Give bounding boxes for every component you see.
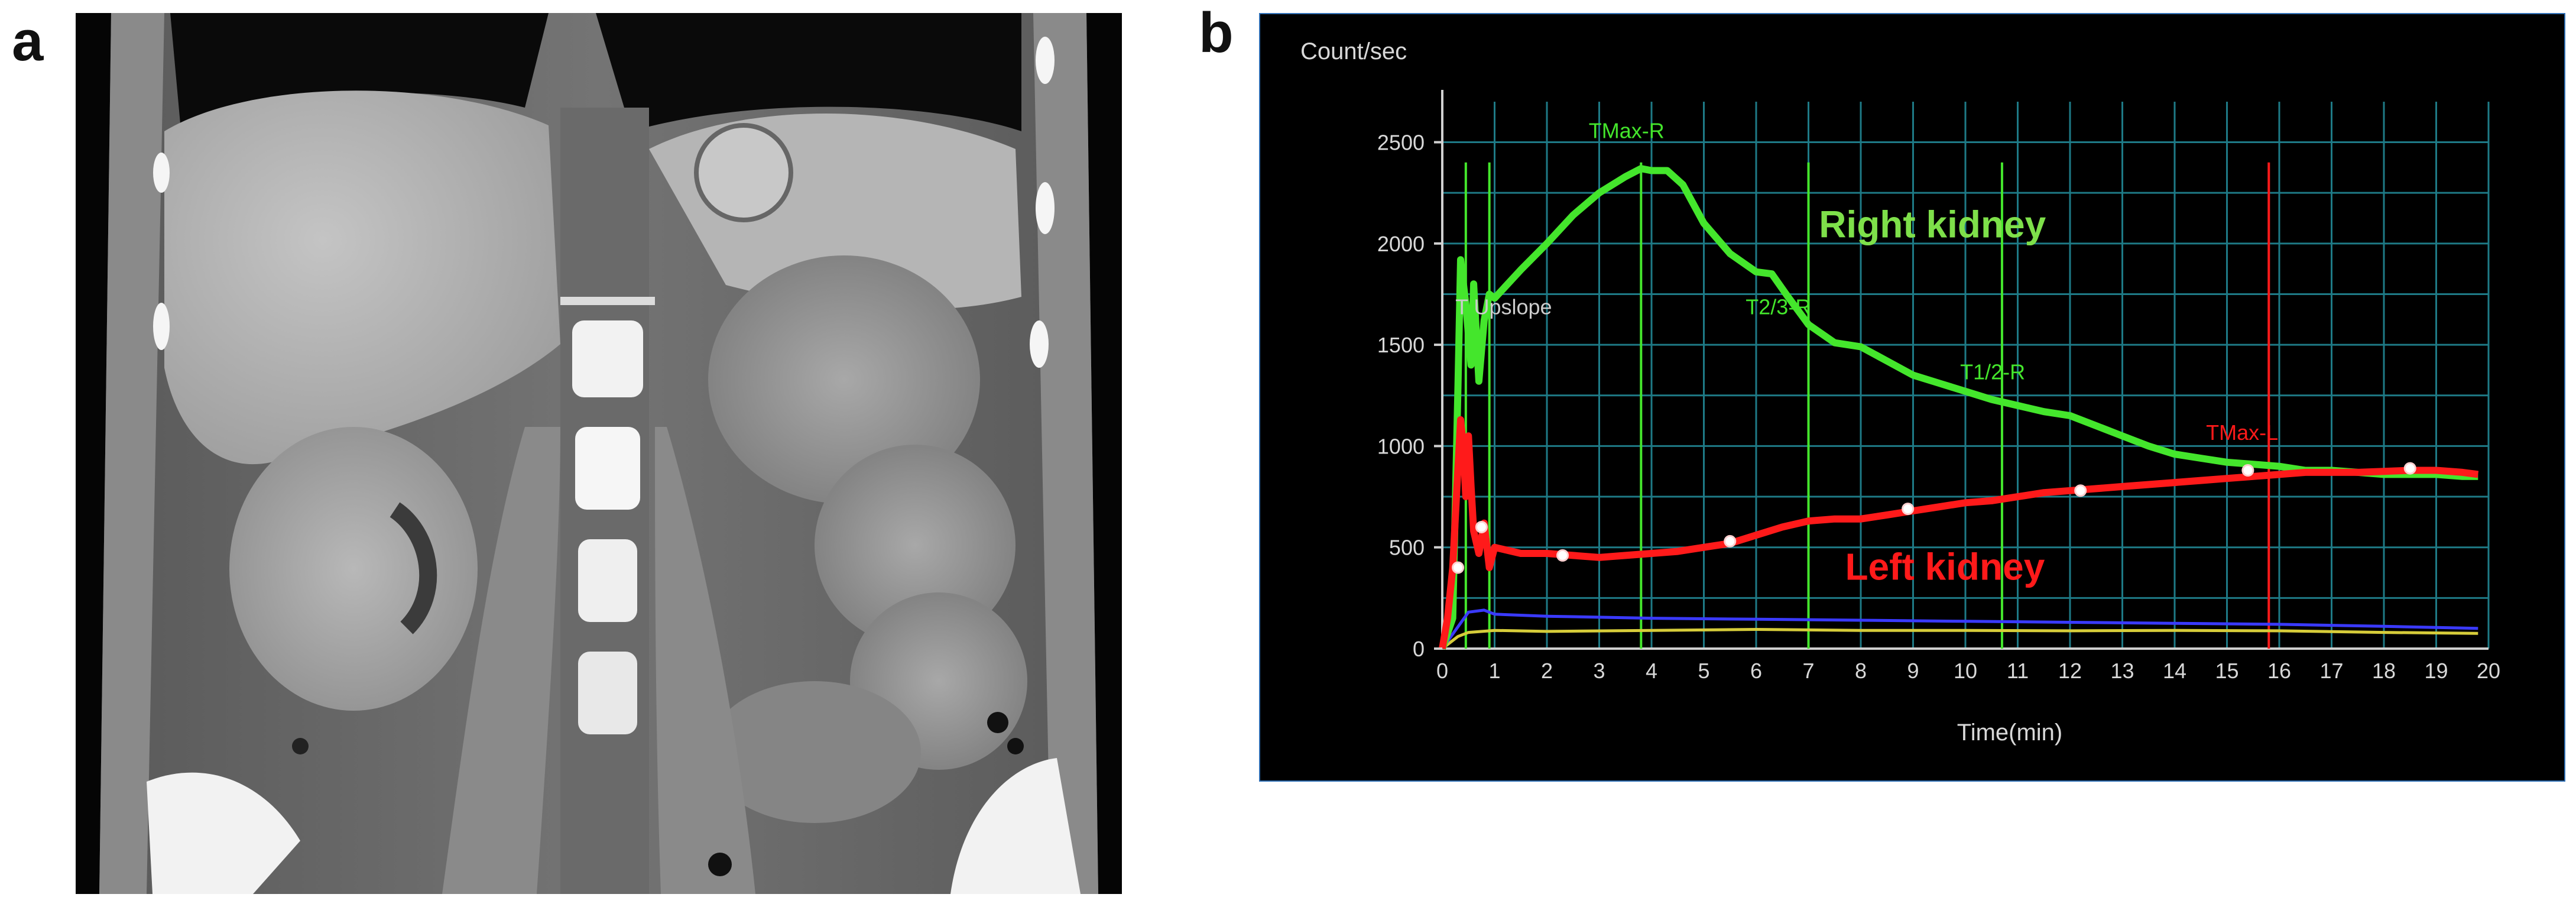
markers xyxy=(1452,462,2416,574)
x-tick-label: 8 xyxy=(1855,659,1867,683)
tick-labels: 0 1 2 3 4 5 6 7 8 9 10 11 12 13 14 15 16 17 18 19 2005001000… xyxy=(1377,131,2500,683)
x-tick-label: 1 xyxy=(1488,659,1500,683)
x-tick-label: 20 xyxy=(2477,659,2500,683)
annotation-label: Left kidney xyxy=(1845,546,2045,588)
x-tick-label: 3 xyxy=(1593,659,1605,683)
reference-lines xyxy=(1464,162,2270,649)
x-tick-label: 6 xyxy=(1750,659,1762,683)
series-line-baseline xyxy=(1441,628,2478,650)
y-tick-label: 1000 xyxy=(1377,434,1425,458)
y-tick-label: 1500 xyxy=(1377,333,1425,357)
x-axis-label: Time(min) xyxy=(1957,720,2063,746)
ct-coronal-image xyxy=(76,13,1122,894)
x-tick-label: 5 xyxy=(1698,659,1709,683)
x-tick-label: 7 xyxy=(1802,659,1814,683)
x-tick-label: 18 xyxy=(2372,659,2396,683)
x-tick-label: 15 xyxy=(2215,659,2238,683)
panel-letter-a: a xyxy=(12,9,44,73)
annotation-label: TMax-L xyxy=(2206,420,2278,445)
series-line-baseline xyxy=(1441,608,2478,650)
data-marker xyxy=(1556,549,1569,562)
data-marker xyxy=(1902,503,1915,516)
x-tick-label: 12 xyxy=(2058,659,2082,683)
series-line-right-kidney xyxy=(1439,165,2478,650)
panel-letter-b: b xyxy=(1199,1,1234,64)
x-tick-label: 9 xyxy=(1907,659,1919,683)
series-line-left-kidney xyxy=(1439,416,2479,650)
x-tick-label: 4 xyxy=(1646,659,1657,683)
data-marker xyxy=(2241,464,2254,477)
data-marker xyxy=(1724,535,1737,548)
series-lines xyxy=(1439,165,2479,650)
x-tick-label: 10 xyxy=(1954,659,1977,683)
y-tick-label: 0 xyxy=(1413,637,1425,661)
annotations: TMax-R T Upslope T2/3-R T1/2-R TMax-L Right k… xyxy=(1455,119,2278,588)
data-marker xyxy=(2403,462,2416,475)
x-tick-label: 11 xyxy=(2007,659,2029,683)
annotation-label: Right kidney xyxy=(1819,203,2046,246)
annotation-label: T1/2-R xyxy=(1960,359,2025,384)
renogram-chart: Count/sec Time(min) 0 1 2 3 4 5 6 7 8 9 10 11 12 13 14… xyxy=(1259,13,2565,782)
y-tick-label: 500 xyxy=(1389,536,1425,560)
x-tick-label: 13 xyxy=(2110,659,2134,683)
x-tick-label: 14 xyxy=(2163,659,2186,683)
x-tick-label: 0 xyxy=(1436,659,1448,683)
y-tick-label: 2000 xyxy=(1377,232,1425,256)
annotation-label: T Upslope xyxy=(1455,295,1552,319)
x-tick-label: 17 xyxy=(2319,659,2343,683)
data-marker xyxy=(1475,520,1488,533)
y-axis-label: Count/sec xyxy=(1300,38,1407,64)
y-tick-label: 2500 xyxy=(1377,131,1425,155)
annotation-label: TMax-R xyxy=(1589,119,1665,143)
x-tick-label: 2 xyxy=(1541,659,1553,683)
data-marker xyxy=(2074,484,2087,497)
data-marker xyxy=(1452,561,1465,574)
x-tick-label: 16 xyxy=(2267,659,2291,683)
x-tick-label: 19 xyxy=(2424,659,2448,683)
annotation-label: T2/3-R xyxy=(1746,295,1811,319)
